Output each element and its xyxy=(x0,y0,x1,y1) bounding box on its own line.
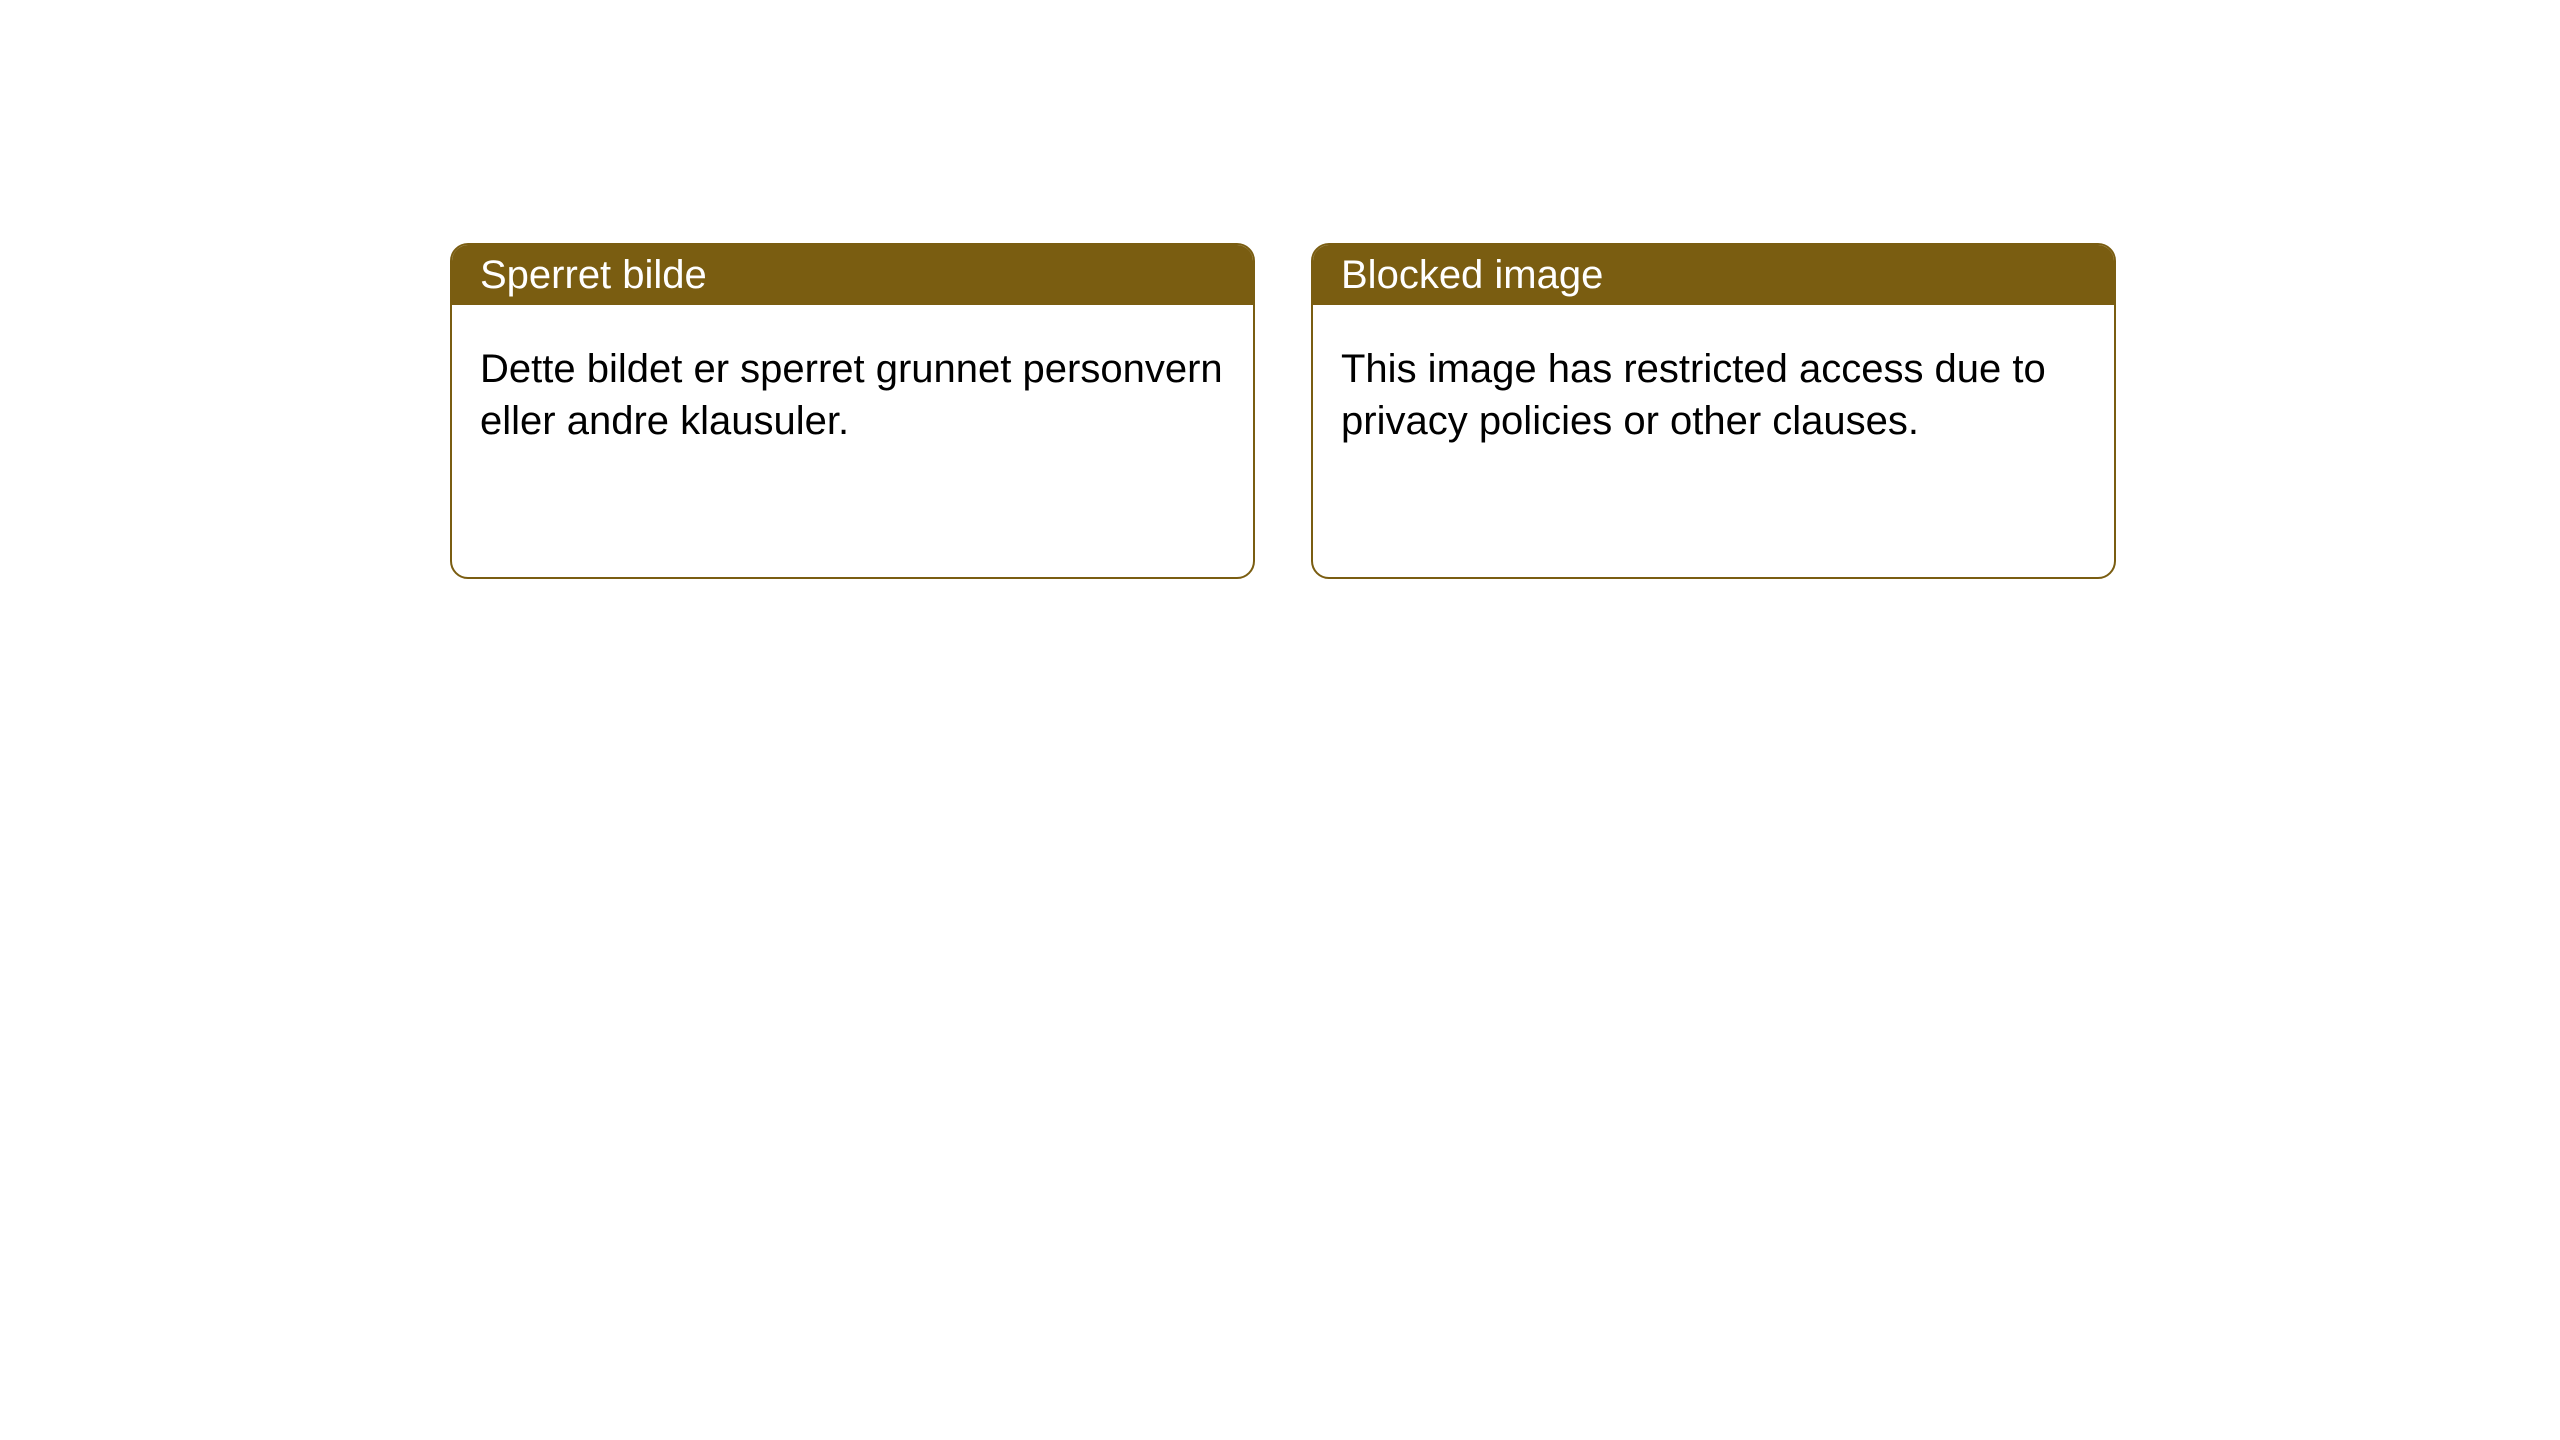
notice-container: Sperret bilde Dette bildet er sperret gr… xyxy=(0,0,2560,579)
notice-title: Blocked image xyxy=(1341,253,1603,298)
notice-box-norwegian: Sperret bilde Dette bildet er sperret gr… xyxy=(450,243,1255,579)
notice-body: This image has restricted access due to … xyxy=(1313,305,2114,485)
notice-header: Blocked image xyxy=(1313,245,2114,305)
notice-body-text: Dette bildet er sperret grunnet personve… xyxy=(480,347,1223,443)
notice-body: Dette bildet er sperret grunnet personve… xyxy=(452,305,1253,485)
notice-title: Sperret bilde xyxy=(480,253,707,298)
notice-header: Sperret bilde xyxy=(452,245,1253,305)
notice-box-english: Blocked image This image has restricted … xyxy=(1311,243,2116,579)
notice-body-text: This image has restricted access due to … xyxy=(1341,347,2046,443)
